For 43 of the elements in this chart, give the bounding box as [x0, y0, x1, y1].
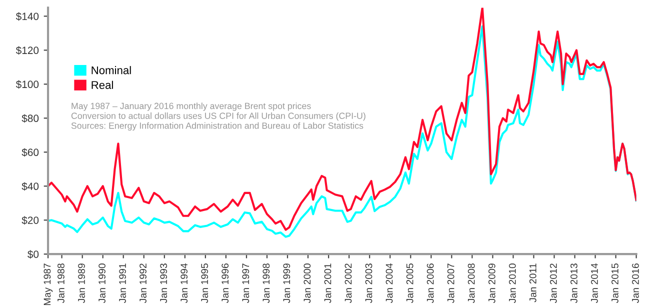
- x-tick-label: Jan 1994: [180, 263, 188, 303]
- annotation: Conversion to actual dollars uses US CPI for All Urban Consumers (CPI-U): [71, 112, 366, 121]
- x-tick-label: Jan 2016: [632, 264, 639, 303]
- y-tick-label: $120: [16, 46, 39, 55]
- y-tick-label: $80: [22, 114, 39, 123]
- x-tick-label: Jan 2006: [426, 264, 434, 303]
- x-tick-label: Jan 2011: [529, 264, 536, 302]
- x-tick-label: Jan 2003: [365, 264, 372, 303]
- y-tick-label: $40: [22, 182, 39, 191]
- x-tick-label: Jan 1988: [58, 264, 64, 303]
- legend-label: Nominal: [92, 66, 131, 74]
- y-tick-label: $0: [28, 250, 39, 259]
- x-tick-label: Jan 2008: [468, 264, 475, 303]
- x-tick-label: Jan 2014: [591, 263, 598, 303]
- x-tick-label: Jan 1998: [262, 264, 270, 303]
- x-tick-label: Jan 2004: [386, 263, 393, 303]
- x-tick-label: Jan 2007: [447, 264, 454, 303]
- x-tick-label: Jan 1992: [140, 264, 146, 303]
- x-tick-label: Jan 1990: [98, 264, 106, 303]
- x-tick-label: Jan 2012: [550, 264, 557, 303]
- annotation: Sources: Energy Information Administration and Bureau of Labor Statistics: [71, 122, 364, 131]
- x-tick-label: Jan 2009: [488, 264, 496, 303]
- x-tick-label: Jan 1991: [119, 264, 126, 303]
- y-tick-label: $60: [22, 148, 39, 157]
- legend-label: Real: [92, 80, 113, 89]
- x-tick-label: Jan 1989: [78, 264, 85, 303]
- x-tick-label: Jan 1999: [283, 264, 290, 303]
- x-tick-label: Jan 2015: [612, 264, 618, 303]
- x-tick-label: Jan 1993: [160, 264, 168, 303]
- x-tick-label: Jan 1995: [201, 264, 208, 303]
- x-tick-label: Jan 2005: [406, 264, 414, 303]
- x-tick-label: Jan 2000: [304, 264, 311, 303]
- x-tick-label: Jan 2002: [344, 264, 352, 303]
- x-tick-label: May 1987: [44, 264, 53, 306]
- y-tick-label: $140: [16, 12, 39, 21]
- y-tick-label: $20: [22, 216, 39, 225]
- x-tick-label: Jan 2001: [324, 264, 332, 303]
- x-tick-label: Jan 2013: [570, 264, 578, 303]
- y-tick-label: $100: [16, 80, 39, 89]
- x-tick-label: Jan 1996: [222, 264, 229, 303]
- x-tick-label: Jan 2010: [508, 264, 516, 303]
- annotation: May 1987 – January 2016 monthly average Brent spot prices: [72, 102, 311, 111]
- x-tick-label: Jan 1997: [242, 264, 250, 303]
